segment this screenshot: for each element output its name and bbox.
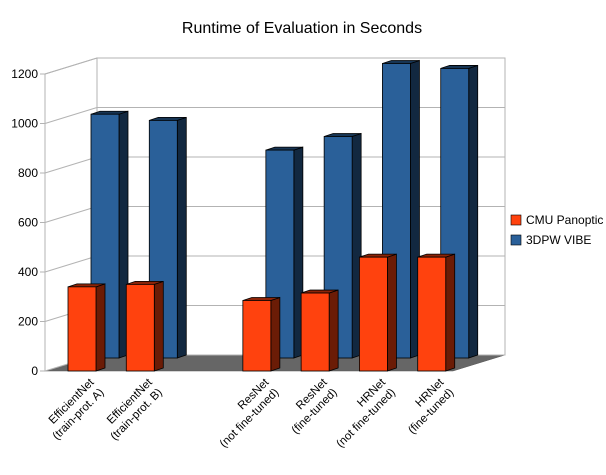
bar-cmu-panoptic (125, 280, 164, 372)
bar-side (153, 280, 164, 372)
gridline-side (44, 107, 98, 124)
y-tick-label: 1200 (11, 67, 38, 81)
y-tick-label: 200 (18, 315, 38, 329)
legend: CMU Panoptic 3DPW VIBE (510, 213, 603, 247)
bar-side (270, 296, 281, 372)
y-axis: 0 200 400 600 800 1000 1200 (11, 67, 46, 378)
bar-front (359, 256, 388, 372)
bar-front (417, 256, 447, 372)
y-tick-label: 0 (31, 364, 38, 378)
legend-label: CMU Panoptic (526, 213, 603, 227)
bar-cmu-panoptic (359, 253, 397, 372)
gridline-side (44, 156, 98, 174)
x-tick-label: HRNet(fine-tuned) (396, 376, 457, 437)
y-tick-label: 800 (18, 166, 38, 180)
x-tick-label: EfficientNet(train-prot. A) (41, 376, 107, 442)
bar-side (328, 289, 339, 372)
x-tick-label: ResNet(fine-tuned) (280, 376, 341, 437)
bar-front (242, 300, 272, 372)
gridline-side (44, 57, 98, 75)
bar-front (67, 286, 97, 372)
gridline-side (44, 206, 98, 223)
legend-swatch (510, 234, 522, 246)
bar-side (445, 253, 456, 372)
bar-front (125, 283, 155, 372)
gridline-side (44, 255, 98, 273)
bars (67, 59, 479, 372)
bar-side (387, 253, 397, 372)
bar-side (95, 283, 106, 372)
y-tick-label: 600 (18, 216, 38, 230)
bar-side (468, 64, 479, 359)
x-axis-labels: EfficientNet(train-prot. A)EfficientNet(… (41, 376, 457, 450)
x-tick-label: HRNet(not fine-tuned) (324, 376, 398, 450)
bar-cmu-panoptic (417, 253, 456, 372)
bar-cmu-panoptic (242, 296, 281, 372)
y-tick-label: 1000 (11, 117, 38, 131)
x-tick-label: ResNet(not fine-tuned) (208, 376, 282, 450)
legend-label: 3DPW VIBE (526, 233, 591, 247)
legend-swatch (510, 214, 522, 226)
x-tick-label: EfficientNet(train-prot. B) (99, 376, 166, 443)
bar-side (176, 116, 187, 359)
bar-cmu-panoptic (67, 283, 106, 372)
chart-title: Runtime of Evaluation in Seconds (182, 20, 422, 37)
bar-cmu-panoptic (300, 289, 339, 372)
bar-front (300, 292, 330, 372)
y-tick-label: 400 (18, 265, 38, 279)
